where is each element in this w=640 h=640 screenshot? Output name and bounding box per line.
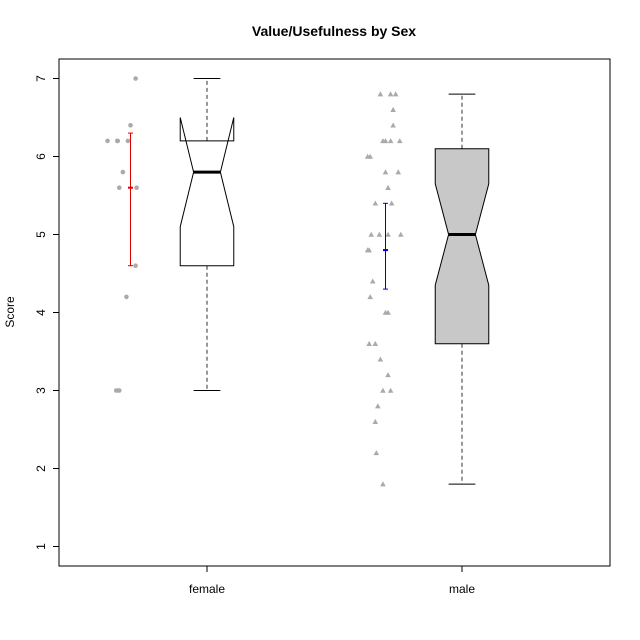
data-point bbox=[366, 340, 372, 346]
y-axis-label: Score bbox=[3, 296, 17, 328]
data-point bbox=[377, 356, 384, 362]
box-female bbox=[179, 117, 235, 267]
y-tick-label-1: 1 bbox=[34, 543, 48, 550]
y-tick-label-6: 6 bbox=[34, 153, 48, 160]
data-point bbox=[375, 403, 381, 409]
data-point bbox=[387, 387, 394, 393]
data-point bbox=[372, 200, 379, 206]
data-point bbox=[128, 123, 133, 128]
data-point bbox=[373, 450, 380, 456]
data-point bbox=[134, 185, 139, 190]
data-point bbox=[105, 138, 110, 144]
data-point bbox=[387, 138, 394, 144]
data-point bbox=[387, 91, 394, 97]
data-point bbox=[398, 231, 404, 237]
data-point bbox=[125, 138, 131, 144]
data-point bbox=[367, 294, 373, 300]
y-tick-label-2: 2 bbox=[34, 465, 48, 472]
data-point bbox=[372, 340, 379, 346]
data-point bbox=[366, 247, 372, 253]
box-male bbox=[434, 148, 490, 345]
data-point bbox=[385, 231, 391, 237]
data-point bbox=[113, 388, 119, 393]
chart-title: Value/Usefulness by Sex bbox=[252, 23, 416, 39]
data-point bbox=[385, 372, 391, 378]
data-point bbox=[380, 481, 386, 487]
y-tick-label-4: 4 bbox=[34, 309, 48, 316]
data-point bbox=[377, 91, 384, 97]
data-point bbox=[124, 294, 129, 300]
data-point bbox=[388, 200, 395, 206]
mean-ci-bars bbox=[128, 132, 388, 290]
data-point bbox=[396, 138, 403, 144]
boxes bbox=[179, 78, 490, 485]
data-point bbox=[120, 169, 126, 175]
data-point bbox=[368, 231, 375, 237]
data-point bbox=[380, 387, 386, 393]
data-point bbox=[133, 76, 138, 81]
data-point bbox=[392, 91, 399, 97]
data-point bbox=[372, 418, 379, 424]
data-point bbox=[133, 263, 138, 269]
y-tick-label-3: 3 bbox=[34, 387, 48, 394]
y-tick-label-5: 5 bbox=[34, 231, 48, 238]
data-point bbox=[382, 138, 389, 144]
data-point bbox=[367, 153, 373, 159]
data-point bbox=[382, 169, 389, 175]
x-tick-label-male: male bbox=[449, 582, 475, 596]
data-point bbox=[385, 309, 391, 315]
data-point bbox=[390, 106, 396, 112]
data-point bbox=[395, 169, 402, 175]
data-point bbox=[385, 184, 391, 190]
x-tick-label-female: female bbox=[189, 582, 225, 596]
y-axis: 1 2 3 4 5 6 7 bbox=[34, 75, 59, 550]
data-point bbox=[376, 231, 383, 237]
data-point bbox=[390, 122, 396, 128]
x-axis: female male bbox=[189, 566, 475, 596]
data-point bbox=[114, 138, 120, 144]
jitter-points bbox=[105, 76, 404, 487]
plot-frame bbox=[58, 58, 611, 567]
data-point bbox=[369, 278, 376, 284]
y-tick-label-7: 7 bbox=[34, 75, 48, 82]
data-point bbox=[116, 185, 122, 190]
